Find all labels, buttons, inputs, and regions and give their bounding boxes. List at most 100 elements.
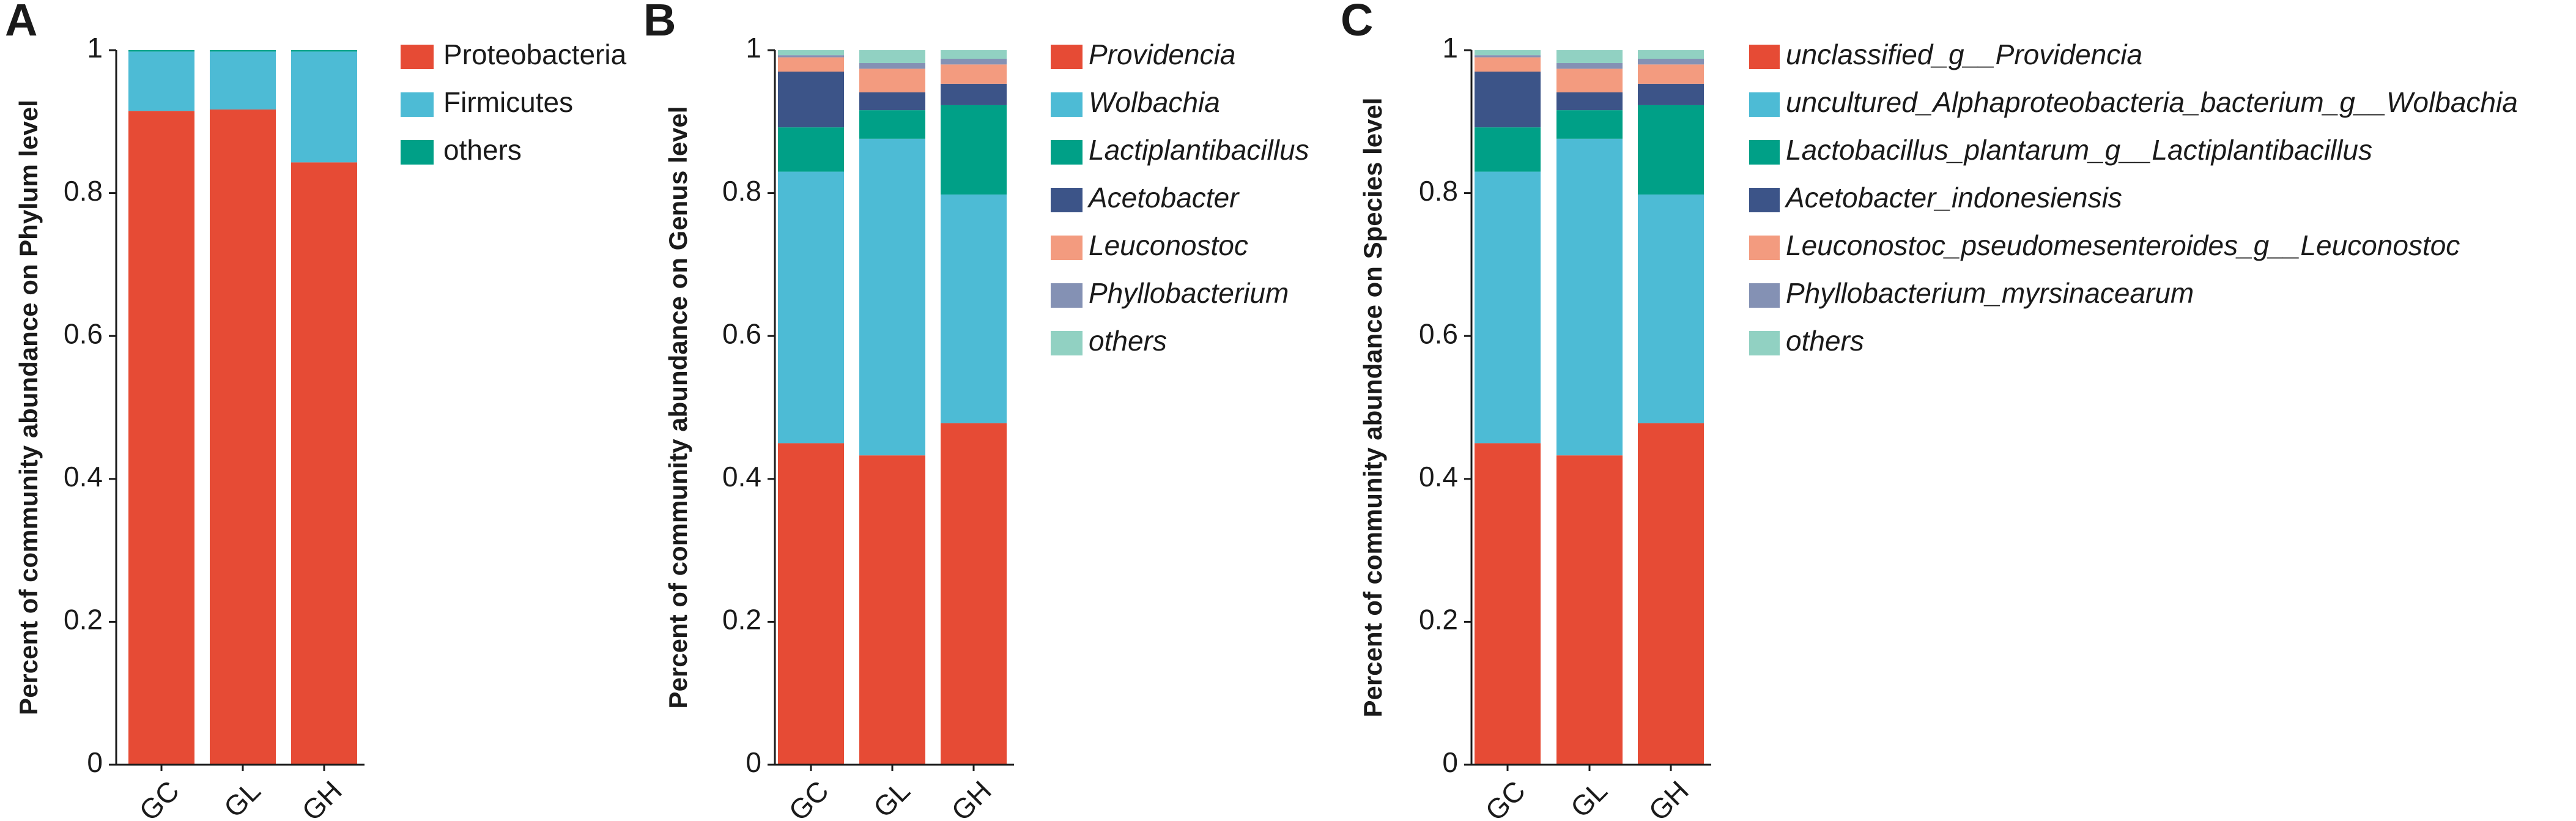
y-axis-label: Percent of community abundance on Genus … [664, 106, 692, 709]
legend-label: uncultured_Alphaproteobacteria_bacterium… [1786, 86, 2518, 118]
bar-segment-gh-2 [291, 50, 357, 52]
legend-label: Phyllobacterium_myrsinacearum [1786, 277, 2194, 309]
bar-segment-gc-4 [1475, 57, 1541, 72]
legend-label: unclassified_g__Providencia [1786, 39, 2142, 70]
panel-letter: B [643, 0, 676, 45]
y-axis-label: Percent of community abundance on Phylum… [14, 100, 43, 715]
legend-label: Leuconostoc [1089, 229, 1248, 261]
bar-segment-gl-0 [1556, 455, 1623, 765]
bar-segment-gh-6 [1638, 50, 1704, 59]
legend-swatch [1749, 283, 1780, 308]
bar-segment-gl-4 [1556, 69, 1623, 92]
x-tick-label: GC [1479, 775, 1531, 821]
chart-panel-b: B Percent of community abundance on Genus… [643, 0, 1309, 821]
bar-segment-gh-2 [941, 105, 1007, 195]
y-tick-label: 0.6 [64, 318, 103, 349]
y-tick-label: 0.8 [1419, 175, 1458, 207]
bar-segment-gl-3 [1556, 92, 1623, 111]
bar-segment-gc-1 [128, 51, 194, 111]
bar-segment-gl-2 [1556, 110, 1623, 139]
y-axis-label: Percent of community abundance on Specie… [1358, 98, 1387, 718]
y-tick-label: 0.6 [1419, 318, 1458, 349]
bar-segment-gl-1 [1556, 138, 1623, 456]
bar-segment-gc-3 [1475, 72, 1541, 128]
bar-segment-gh-3 [1638, 83, 1704, 105]
bar-segment-gh-6 [941, 50, 1007, 59]
bar-segment-gh-4 [1638, 64, 1704, 84]
y-tick-label: 0.6 [722, 318, 761, 349]
chart-panel-c: C Percent of community abundance on Speci… [1341, 0, 2518, 821]
x-tick-label: GH [945, 775, 997, 821]
panel-letter: C [1341, 0, 1373, 45]
x-tick-label: GH [295, 775, 348, 821]
bar-segment-gc-5 [778, 55, 844, 58]
bar-segment-gc-1 [778, 171, 844, 444]
panel-letter: A [5, 0, 37, 45]
bar-segment-gl-1 [210, 51, 276, 110]
y-tick-label: 0.4 [1419, 461, 1458, 492]
y-tick-label: 0 [746, 746, 761, 778]
legend-label: others [443, 134, 522, 166]
legend-swatch [1051, 188, 1083, 212]
bar-segment-gc-5 [1475, 55, 1541, 58]
x-tick-label: GC [133, 775, 185, 821]
x-tick-label: GL [867, 775, 916, 821]
legend-label: Phyllobacterium [1089, 277, 1289, 309]
bar-segment-gl-5 [859, 63, 925, 69]
x-tick-label: GL [1564, 775, 1613, 821]
bar-segment-gl-6 [859, 50, 925, 64]
legend-swatch [1051, 331, 1083, 355]
legend-label: Firmicutes [443, 86, 573, 118]
bar-segment-gl-4 [859, 69, 925, 92]
bar-segment-gl-6 [1556, 50, 1623, 64]
bar-segment-gl-0 [859, 455, 925, 765]
legend-label: Acetobacter_indonesiensis [1784, 182, 2122, 214]
bar-segment-gh-1 [291, 51, 357, 163]
bar-segment-gl-3 [859, 92, 925, 111]
legend-swatch [1051, 283, 1083, 308]
y-tick-label: 0.2 [722, 604, 761, 636]
legend-label: others [1786, 325, 1864, 357]
legend-swatch [1749, 140, 1780, 165]
legend-label: Proteobacteria [443, 39, 627, 70]
legend-swatch [1749, 188, 1780, 212]
bar-segment-gc-6 [778, 50, 844, 56]
bar-segment-gc-2 [128, 50, 194, 52]
x-tick-label: GH [1642, 775, 1695, 821]
y-tick-label: 0.2 [1419, 604, 1458, 636]
x-tick-label: GL [218, 775, 267, 821]
bar-segment-gh-0 [1638, 423, 1704, 765]
y-tick-label: 0.4 [722, 461, 761, 492]
bar-segment-gc-2 [778, 127, 844, 172]
bar-segment-gc-0 [128, 111, 194, 765]
legend-swatch [1051, 140, 1083, 165]
bar-segment-gh-5 [1638, 59, 1704, 65]
legend-label: Lactiplantibacillus [1089, 134, 1309, 166]
bar-segment-gh-4 [941, 64, 1007, 84]
bar-segment-gh-2 [1638, 105, 1704, 195]
legend-swatch [1051, 92, 1083, 117]
y-tick-label: 0.8 [64, 175, 103, 207]
legend-swatch [401, 140, 434, 165]
bar-segment-gc-1 [1475, 171, 1541, 444]
legend-swatch [1051, 45, 1083, 69]
y-tick-label: 1 [746, 32, 761, 64]
legend-label: Leuconostoc_pseudomesenteroides_g__Leuco… [1786, 229, 2460, 261]
bar-segment-gl-1 [859, 138, 925, 456]
y-tick-label: 0.4 [64, 461, 103, 492]
x-tick-label: GC [782, 775, 835, 821]
legend-swatch [401, 92, 434, 117]
legend-swatch [1051, 236, 1083, 260]
chart-panel-a: A Percent of community abundance on Phylu… [5, 0, 627, 821]
legend-label: Providencia [1089, 39, 1235, 70]
bar-segment-gc-6 [1475, 50, 1541, 56]
legend-swatch [1749, 45, 1780, 69]
y-tick-label: 0.2 [64, 604, 103, 636]
legend-label: Wolbachia [1089, 86, 1220, 118]
legend-swatch [1749, 92, 1780, 117]
bar-segment-gl-2 [859, 110, 925, 139]
bar-segment-gc-2 [1475, 127, 1541, 172]
y-tick-label: 0 [1442, 746, 1458, 778]
y-tick-label: 0.8 [722, 175, 761, 207]
bar-segment-gc-4 [778, 57, 844, 72]
